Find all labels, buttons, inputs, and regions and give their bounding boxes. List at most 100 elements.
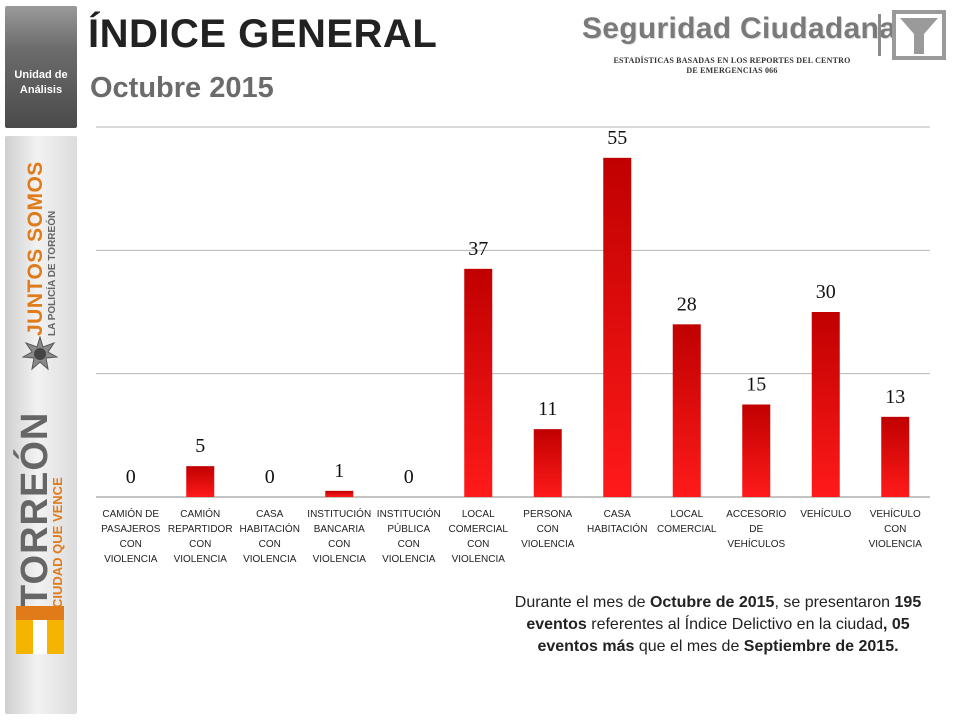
category-label-line: COMERCIAL	[657, 524, 717, 535]
category-label-line: CON	[120, 539, 142, 550]
category-label-line: INSTITUCIÓN	[377, 507, 441, 520]
category-label-line: VIOLENCIA	[104, 554, 158, 565]
category-label-line: PÚBLICA	[387, 522, 430, 535]
category-label-line: CON	[398, 539, 420, 550]
category-label: VEHÍCULO	[800, 507, 851, 520]
summary-previous-month: Septiembre de 2015.	[743, 638, 899, 655]
summary-part-2: , se presentaron	[774, 594, 895, 611]
bar-value-label: 0	[265, 466, 275, 488]
category-label-line: CON	[467, 539, 489, 550]
category-label-line: VEHÍCULOS	[727, 537, 785, 550]
category-label: INSTITUCIÓN PÚBLICA CON VIOLENCIA	[377, 507, 441, 565]
unit-label-line2: Análisis	[19, 84, 63, 96]
page-title: ÍNDICE GENERAL	[88, 12, 438, 56]
category-label-line: PERSONA	[523, 509, 572, 520]
summary-difference: , 05 eventos más	[537, 616, 910, 655]
unit-label: Unidad de Análisis	[5, 68, 77, 98]
bar-value-label: 0	[404, 466, 414, 488]
chart-category-labels: CAMIÓN DE PASAJEROS CON VIOLENCIA CAMIÓN REPA…	[101, 507, 922, 565]
category-label: LOCAL COMERCIAL	[657, 509, 717, 535]
bar-value-label: 15	[746, 374, 766, 396]
category-label-line: CAMIÓN	[180, 507, 220, 520]
category-label: PERSONA CON VIOLENCIA	[521, 509, 575, 550]
summary-part-4: que el mes de	[634, 638, 744, 655]
bar	[533, 429, 562, 497]
category-label-line: ACCESORIO	[726, 509, 786, 520]
category-label-line: PASAJEROS	[101, 524, 161, 535]
category-label-line: VIOLENCIA	[313, 554, 367, 565]
category-label: CAMIÓN DE PASAJEROS CON VIOLENCIA	[101, 507, 161, 565]
summary-part-1: Durante el mes de	[514, 594, 650, 611]
category-label-line: VIOLENCIA	[869, 539, 923, 550]
bar	[603, 157, 632, 498]
torreon-t-logo-icon	[16, 606, 64, 654]
category-label-line: HABITACIÓN	[240, 522, 300, 535]
chart-bars	[186, 157, 910, 498]
bar	[672, 324, 701, 497]
category-label: CAMIÓN REPARTIDOR CON VIOLENCIA	[168, 507, 233, 565]
category-label-line: VEHÍCULO	[800, 507, 851, 520]
category-label-line: BANCARIA	[314, 524, 365, 535]
category-label-line: CON	[537, 524, 559, 535]
category-label: VEHÍCULO CON VIOLENCIA	[869, 507, 923, 550]
category-label-line: LOCAL	[670, 509, 703, 520]
brand-caption: ESTADÍSTICAS BASADAS EN LOS REPORTES DEL…	[582, 56, 882, 76]
brand-name: Seguridad Ciudadana	[582, 12, 897, 45]
unit-label-line1: Unidad de	[14, 69, 68, 81]
bar	[325, 490, 354, 497]
brand-logo-icon	[892, 10, 946, 60]
category-label-line: REPARTIDOR	[168, 524, 233, 535]
bar-value-label: 13	[885, 386, 905, 408]
bar-value-label: 30	[816, 281, 836, 303]
chart-gridlines	[96, 126, 930, 375]
bar	[811, 312, 840, 497]
category-label-line: VIOLENCIA	[243, 554, 297, 565]
bar-value-label: 37	[468, 238, 488, 260]
police-star-badge-icon	[22, 336, 58, 371]
category-label-line: LOCAL	[462, 509, 495, 520]
category-label: LOCAL COMERCIAL CON VIOLENCIA	[449, 509, 509, 565]
bar-value-label: 11	[538, 398, 557, 420]
category-label: INSTITUCIÓN BANCARIA CON VIOLENCIA	[307, 507, 371, 565]
bar	[742, 404, 771, 497]
bar-value-label: 55	[607, 127, 627, 149]
category-label-line: CASA	[256, 509, 284, 520]
brand-caption-line2: DE EMERGENCIAS 066	[686, 66, 778, 75]
bar	[464, 268, 493, 497]
bar	[186, 466, 215, 497]
category-label-line: VIOLENCIA	[452, 554, 506, 565]
category-label-line: VEHÍCULO	[870, 507, 921, 520]
category-label-line: CON	[884, 524, 906, 535]
chart-value-labels: 0 5 0 1 0 37 11 55 28 15 30 13	[126, 127, 906, 488]
brand-divider	[878, 14, 881, 56]
summary-month: Octubre de 2015	[649, 594, 775, 611]
bar-value-label: 0	[126, 466, 136, 488]
summary-text: Durante el mes de Octubre de 2015, se pr…	[508, 592, 928, 658]
brand-caption-line1: ESTADÍSTICAS BASADAS EN LOS REPORTES DEL…	[613, 56, 851, 65]
category-label: ACCESORIO DE VEHÍCULOS	[726, 509, 786, 550]
summary-part-3: referentes al Índice Delictivo en la ciu…	[586, 616, 883, 633]
category-label-line: CON	[189, 539, 211, 550]
bar-value-label: 5	[195, 435, 205, 457]
category-label-line: HABITACIÓN	[587, 522, 647, 535]
category-label: CASA HABITACIÓN	[587, 509, 647, 535]
bar	[881, 416, 910, 497]
category-label-line: CON	[328, 539, 350, 550]
category-label-line: CON	[259, 539, 281, 550]
category-label-line: VIOLENCIA	[174, 554, 228, 565]
bar-value-label: 28	[677, 293, 697, 315]
category-label-line: CASA	[604, 509, 632, 520]
category-label-line: COMERCIAL	[449, 524, 509, 535]
category-label-line: INSTITUCIÓN	[307, 507, 371, 520]
category-label-line: DE	[749, 524, 763, 535]
page-subtitle: Octubre 2015	[90, 72, 274, 104]
unit-badge: Unidad de Análisis	[5, 6, 77, 128]
bar-value-label: 1	[334, 460, 344, 482]
sidebar: Unidad de Análisis JUNTOS SOMOS LA POLIC…	[0, 0, 80, 720]
summary-total-events: 195 eventos	[526, 594, 922, 633]
category-label-line: CAMIÓN DE	[102, 507, 159, 520]
category-label: CASA HABITACIÓN CON VIOLENCIA	[240, 509, 300, 565]
category-label-line: VIOLENCIA	[382, 554, 436, 565]
category-label-line: VIOLENCIA	[521, 539, 575, 550]
